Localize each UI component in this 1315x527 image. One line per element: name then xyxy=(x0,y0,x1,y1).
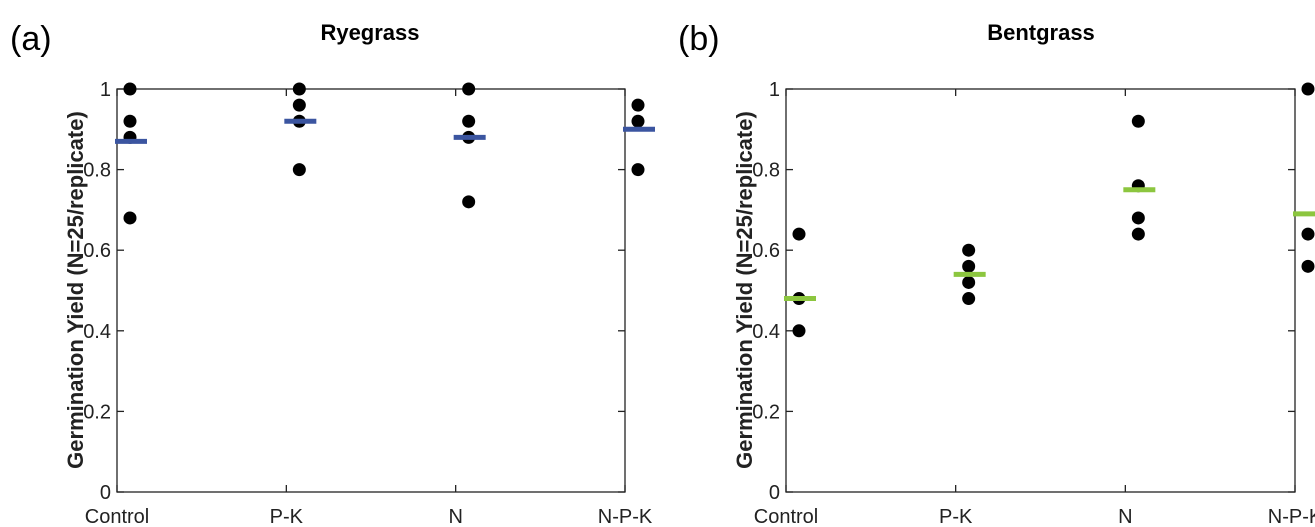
panel-a-y-tick-label: 0.2 xyxy=(83,401,111,423)
panel-a-data-point xyxy=(123,114,137,128)
panel-a-data-point xyxy=(631,163,645,177)
panel-a-y-tick-label: 1 xyxy=(100,79,111,101)
panel-b-means xyxy=(784,187,1315,302)
panel-a-data-point xyxy=(292,163,306,177)
panel-b-x-ticks: Control P-K N N-P-K xyxy=(754,89,1315,527)
panel-a-data-point xyxy=(462,195,476,209)
panel-b-y-tick-label: 0.8 xyxy=(752,160,780,182)
panel-b-y-tick-label: 0.4 xyxy=(752,321,780,343)
panel-b-axes-box xyxy=(785,88,1296,493)
panel-a-y-tick-label: 0.4 xyxy=(83,321,111,343)
panel-a-data-point xyxy=(292,98,306,112)
panel-b-data-point xyxy=(962,243,976,257)
panel-b-data-point xyxy=(962,259,976,273)
panel-a: (a) Ryegrass Germination Yield (N=25/rep… xyxy=(10,20,655,527)
panel-a-data-point xyxy=(123,82,137,96)
panel-a-title: Ryegrass xyxy=(320,20,419,45)
panel-b-y-tick-label: 1 xyxy=(769,79,780,101)
panel-a-x-tick-label: Control xyxy=(85,506,149,527)
panel-b-data-point xyxy=(1301,227,1315,241)
panel-a-data-point xyxy=(123,211,137,225)
panel-a-data-point xyxy=(631,98,645,112)
panel-a-means xyxy=(115,118,655,144)
panel-b-data-point xyxy=(962,292,976,306)
panel-a-y-tick-label: 0 xyxy=(100,482,111,504)
panel-a-x-tick-label: P-K xyxy=(270,506,304,527)
panel-a-x-tick-label: N xyxy=(448,506,462,527)
panel-b-y-tick-label: 0 xyxy=(769,482,780,504)
panel-a-y-tick-label: 0.8 xyxy=(83,160,111,182)
panel-b-points xyxy=(792,82,1315,338)
panel-b-letter: (b) xyxy=(678,20,720,58)
panel-a-data-point xyxy=(462,114,476,128)
panel-b-x-tick-label: N-P-K xyxy=(1268,506,1315,527)
panel-b-x-tick-label: P-K xyxy=(939,506,973,527)
panel-a-points xyxy=(123,82,645,225)
panel-b-y-tick-label: 0.2 xyxy=(752,401,780,423)
panel-b-x-tick-label: N xyxy=(1118,506,1132,527)
panel-b-data-point xyxy=(1131,227,1145,241)
panel-b-data-point xyxy=(1301,259,1315,273)
panel-b-data-point xyxy=(1301,82,1315,96)
panel-a-y-ticks: 0 0.2 0.4 0.6 0.8 1 xyxy=(83,79,625,504)
panel-a-data-point xyxy=(462,82,476,96)
panel-a-letter: (a) xyxy=(10,20,52,58)
panel-a-y-tick-label: 0.6 xyxy=(83,240,111,262)
panel-a-y-axis-label: Germination Yield (N=25/replicate) xyxy=(63,111,88,469)
panel-a-data-point xyxy=(631,114,645,128)
panel-b-data-point xyxy=(792,227,806,241)
panel-b-data-point xyxy=(1131,211,1145,225)
panel-b-data-point xyxy=(1131,114,1145,128)
panel-b-data-point xyxy=(792,324,806,338)
panel-b-data-point xyxy=(962,275,976,289)
panel-b-y-axis-label: Germination Yield (N=25/replicate) xyxy=(732,111,757,469)
panel-b: (b) Bentgrass Germination Yield (N=25/re… xyxy=(678,20,1315,527)
panel-b-y-ticks: 0 0.2 0.4 0.6 0.8 1 xyxy=(752,79,1295,504)
panel-a-axes-box xyxy=(116,88,626,493)
panel-a-x-tick-label: N-P-K xyxy=(598,506,653,527)
panel-b-y-tick-label: 0.6 xyxy=(752,240,780,262)
panel-a-x-ticks: Control P-K N N-P-K xyxy=(85,89,653,527)
panel-b-x-tick-label: Control xyxy=(754,506,818,527)
panel-a-data-point xyxy=(292,82,306,96)
panel-b-title: Bentgrass xyxy=(987,20,1095,45)
